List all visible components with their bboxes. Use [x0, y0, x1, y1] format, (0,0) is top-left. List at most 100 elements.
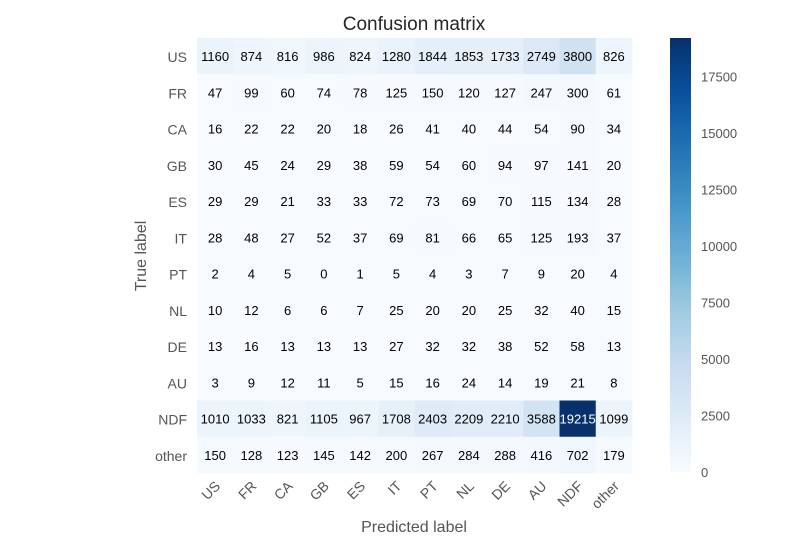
colorbar-tick-label: 12500 [701, 183, 737, 198]
heatmap-cell [378, 38, 415, 75]
heatmap-cell [305, 436, 343, 474]
heatmap-cell [487, 110, 524, 148]
heatmap-cell [487, 364, 524, 401]
cell-value-label: 40 [462, 122, 476, 137]
heatmap-cell [378, 291, 415, 329]
cell-value-label: 59 [389, 158, 403, 173]
heatmap-cell [342, 146, 379, 184]
colorbar-tick-label: 15000 [701, 126, 737, 141]
heatmap-cell [523, 291, 560, 329]
x-tick-label: CA [271, 477, 297, 503]
y-tick-label: CA [168, 122, 188, 138]
cell-value-label: 1160 [201, 49, 229, 64]
cell-value-label: 74 [317, 85, 331, 100]
cell-value-label: 45 [244, 158, 258, 173]
cell-value-label: 142 [349, 448, 371, 463]
cell-value-label: 267 [422, 448, 444, 463]
heatmap-cell [197, 110, 234, 148]
cell-value-label: 125 [531, 230, 553, 245]
cell-value-label: 824 [349, 49, 371, 64]
heatmap-cell [523, 38, 560, 75]
x-tick-label: other [588, 478, 622, 512]
heatmap-cell [342, 110, 379, 148]
y-tick-label: PT [169, 267, 187, 283]
x-tick-label: GB [306, 478, 332, 504]
heatmap-cell [378, 110, 415, 148]
cell-value-label: 2749 [527, 49, 556, 64]
heatmap-cells [197, 38, 633, 474]
heatmap-cell [450, 364, 488, 401]
heatmap-cell [378, 255, 415, 293]
cell-value-label: 1844 [418, 49, 447, 64]
heatmap-cell [450, 146, 488, 184]
heatmap-cell [487, 219, 524, 256]
cell-value-label: 1708 [382, 412, 411, 427]
heatmap-cell [233, 219, 270, 256]
cell-value-label: 4 [429, 267, 436, 282]
cell-value-label: 11 [317, 375, 331, 390]
heatmap-cell [305, 364, 343, 401]
cell-value-label: 16 [425, 375, 439, 390]
cell-value-label: 52 [317, 230, 331, 245]
heatmap-cell [269, 219, 307, 256]
heatmap-cell [523, 183, 560, 220]
cell-value-label: 78 [353, 85, 367, 100]
cell-value-label: 72 [389, 194, 403, 209]
cell-value-label: 821 [277, 412, 299, 427]
cell-value-label: 141 [567, 158, 589, 173]
cell-value-label: 30 [208, 158, 222, 173]
heatmap-cell [305, 255, 343, 293]
heatmap-cell [269, 38, 307, 75]
cell-value-label: 3588 [527, 412, 556, 427]
y-tick-label: GB [167, 158, 187, 174]
cell-value-label: 1733 [491, 49, 520, 64]
colorbar [670, 38, 691, 472]
y-tick-label: IT [175, 230, 188, 246]
cell-value-label: 13 [607, 339, 621, 354]
heatmap-cell [523, 400, 560, 438]
cell-value-label: 19215 [560, 412, 596, 427]
heatmap-cell [378, 400, 415, 438]
cell-value-label: 27 [280, 230, 294, 245]
heatmap-cell [269, 74, 307, 111]
cell-value-label: 37 [353, 230, 367, 245]
cell-value-label: 179 [603, 448, 625, 463]
heatmap-cell [487, 183, 524, 220]
heatmap-cell [233, 291, 270, 329]
x-tick-label: US [198, 478, 223, 503]
cell-value-label: 702 [567, 448, 589, 463]
heatmap-cell [559, 38, 597, 75]
heatmap-cell [414, 146, 452, 184]
cell-value-label: 1099 [599, 412, 628, 427]
heatmap-cell [414, 183, 452, 220]
cell-value-label: 18 [353, 122, 367, 137]
heatmap-cell [450, 183, 488, 220]
cell-value-label: 20 [317, 122, 331, 137]
heatmap-cell [559, 110, 597, 148]
heatmap-cell [197, 328, 234, 365]
heatmap-cell [487, 328, 524, 365]
heatmap-cell [414, 328, 452, 365]
heatmap-cell [378, 183, 415, 220]
cell-value-label: 29 [317, 158, 331, 173]
cell-value-label: 52 [534, 339, 548, 354]
heatmap-cell [487, 255, 524, 293]
heatmap-cell [595, 255, 633, 293]
cell-value-label: 54 [534, 122, 548, 137]
cell-value-label: 4 [248, 267, 255, 282]
cell-value-label: 33 [353, 194, 367, 209]
cell-value-label: 33 [317, 194, 331, 209]
heatmap-cell [233, 74, 270, 111]
heatmap-cell [414, 364, 452, 401]
heatmap-cell [342, 291, 379, 329]
heatmap-cell [450, 38, 488, 75]
heatmap-cell [414, 110, 452, 148]
cell-value-label: 193 [567, 230, 589, 245]
heatmap-cell [269, 110, 307, 148]
cell-value-label: 94 [498, 158, 512, 173]
cell-value-label: 24 [280, 158, 294, 173]
heatmap-cell [414, 74, 452, 111]
x-tick-label: ES [344, 478, 369, 503]
heatmap-cell [559, 436, 597, 474]
heatmap-cell [595, 291, 633, 329]
